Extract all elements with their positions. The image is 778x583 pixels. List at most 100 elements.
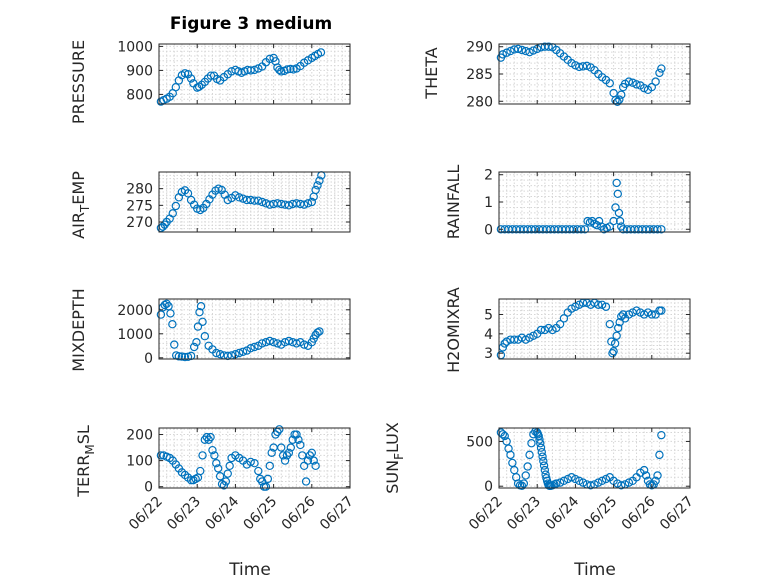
data-point [594, 478, 603, 487]
data-point [624, 478, 634, 487]
data-point [250, 342, 259, 352]
data-point [277, 443, 286, 452]
data-point [653, 225, 662, 234]
y-tick-label: 3 [484, 346, 493, 362]
y-tick-label: 100 [126, 454, 153, 470]
data-point [235, 348, 244, 358]
data-point [156, 451, 166, 460]
data-point [277, 199, 286, 209]
data-point [225, 461, 234, 471]
data-point [166, 309, 175, 318]
data-point [265, 336, 274, 346]
data-point [617, 90, 626, 99]
data-point [632, 80, 641, 89]
ylabel-pressure: PRESSURE [69, 40, 88, 124]
data-point [273, 199, 282, 208]
data-point [246, 457, 255, 467]
data-point [555, 319, 565, 329]
data-point [655, 450, 664, 460]
y-tick-label: 1000 [117, 39, 153, 55]
data-point [186, 74, 196, 83]
data-point [521, 471, 530, 480]
data-point [580, 225, 590, 234]
data-point [657, 306, 666, 315]
data-point [578, 478, 588, 487]
data-point [195, 308, 204, 317]
data-point [541, 470, 550, 479]
data-point [597, 222, 606, 231]
data-point [539, 456, 548, 466]
data-point [651, 476, 660, 486]
data-point [292, 199, 301, 208]
ylabel-air-temp-rest: EMP [69, 171, 88, 205]
ylabel-terr-base: TERR [74, 455, 93, 498]
ylabel-terr-sub: M [83, 444, 97, 454]
y-tick-label: 0 [484, 479, 493, 495]
data-point [615, 95, 624, 104]
data-point [519, 479, 529, 488]
axes-theta: THETA 280 285 290 [422, 40, 691, 110]
data-point [189, 342, 199, 352]
data-point [555, 478, 565, 487]
data-point [575, 476, 584, 486]
data-point [567, 473, 576, 482]
axes-h2omixra: H2OMIXRA 3 4 5 [444, 287, 691, 373]
data-point [657, 430, 666, 440]
data-point [613, 189, 623, 199]
ylabel-h2omixra: H2OMIXRA [444, 287, 463, 373]
ylabel-terr-msl: TERRMSL [74, 425, 97, 498]
data-point [313, 181, 322, 190]
data-point [605, 319, 614, 329]
data-point [594, 216, 604, 226]
data-point [294, 435, 303, 444]
data-point [292, 430, 301, 439]
data-point [617, 481, 626, 490]
axes-terr-msl: TERRMSL Time 06/2206/2306/2406/2506/2606… [74, 425, 357, 580]
y-tick-label: 500 [466, 434, 493, 450]
data-point [219, 481, 229, 490]
y-tick-label: 900 [126, 63, 153, 79]
ylabel-sun-flux: SUNFLUX [383, 422, 406, 494]
data-point [536, 325, 546, 335]
data-point [257, 339, 267, 348]
y-tick-label: 0 [484, 222, 493, 238]
ylabel-sun-rest: LUX [383, 422, 402, 453]
data-point [614, 208, 624, 218]
data-point [212, 459, 221, 468]
data-point [286, 443, 295, 452]
data-point [651, 77, 660, 86]
axes-box [498, 298, 691, 360]
x-tick-label: 06/26 [279, 493, 319, 533]
y-tick-label: 290 [466, 40, 493, 56]
data-point [208, 445, 217, 455]
y-tick-label: 285 [466, 67, 493, 83]
data-point [657, 225, 666, 234]
data-point [192, 338, 201, 347]
data-point [609, 216, 618, 226]
data-point [238, 194, 248, 203]
y-tick-label: 4 [484, 327, 493, 343]
data-point [624, 77, 634, 86]
data-point [613, 323, 623, 333]
data-point [273, 339, 282, 348]
x-tick-label: 06/23 [504, 494, 544, 534]
data-point [193, 322, 203, 331]
data-point [212, 348, 221, 358]
data-point [500, 339, 509, 348]
data-point [639, 465, 649, 475]
data-point [647, 82, 657, 92]
data-point [517, 481, 527, 490]
x-tick-label: 06/23 [164, 494, 204, 534]
data-point [309, 456, 318, 465]
data-point [536, 443, 546, 452]
data-point [615, 318, 624, 327]
y-tick-label: 0 [144, 351, 153, 367]
y-tick-label: 1 [484, 195, 493, 211]
data-point [612, 178, 621, 188]
data-point [641, 471, 651, 480]
data-point [537, 447, 546, 457]
data-point [540, 465, 550, 475]
data-point [506, 46, 515, 56]
data-point [313, 328, 322, 337]
